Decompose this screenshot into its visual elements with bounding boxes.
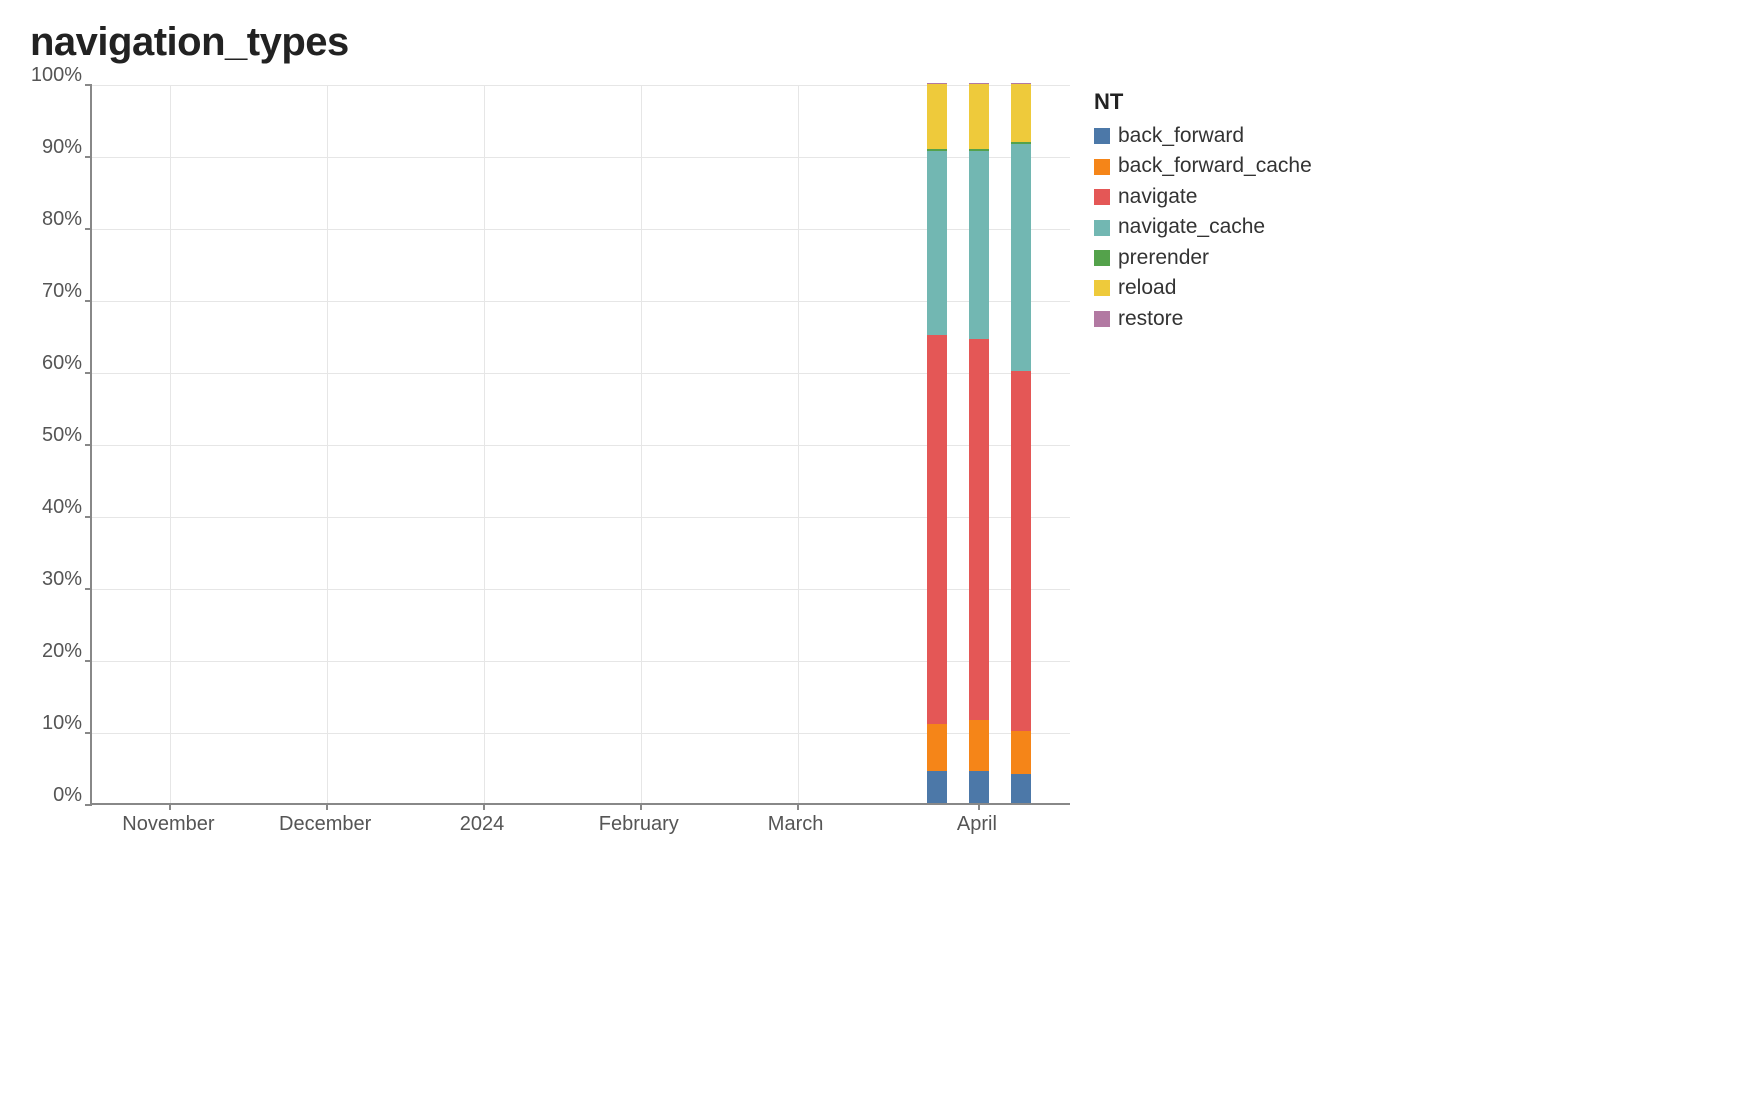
bar-segment-navigate_cache xyxy=(1011,144,1031,371)
stacked-bar xyxy=(969,83,989,803)
bar-segment-reload xyxy=(927,84,947,149)
gridline-horizontal xyxy=(92,517,1070,518)
bar-segment-reload xyxy=(969,84,989,149)
gridline-horizontal xyxy=(92,229,1070,230)
legend-swatch xyxy=(1094,250,1110,266)
bar-segment-navigate_cache xyxy=(927,151,947,335)
legend-swatch xyxy=(1094,311,1110,327)
y-tickmark xyxy=(85,84,92,86)
plot-area xyxy=(90,85,1070,805)
legend-title: NT xyxy=(1094,89,1312,115)
legend-item-prerender: prerender xyxy=(1094,243,1312,273)
y-axis: 100%90%80%70%60%50%40%30%20%10%0% xyxy=(20,85,90,805)
legend-swatch xyxy=(1094,159,1110,175)
gridline-horizontal xyxy=(92,373,1070,374)
x-tickmark xyxy=(483,803,485,810)
bar-segment-navigate xyxy=(969,339,989,721)
stacked-bar xyxy=(927,83,947,803)
y-tickmark xyxy=(85,300,92,302)
legend-item-back_forward_cache: back_forward_cache xyxy=(1094,151,1312,181)
y-tickmark xyxy=(85,804,92,806)
legend-item-restore: restore xyxy=(1094,304,1312,334)
gridline-horizontal xyxy=(92,445,1070,446)
legend-swatch xyxy=(1094,128,1110,144)
legend-item-back_forward: back_forward xyxy=(1094,121,1312,151)
y-tickmark xyxy=(85,228,92,230)
gridline-horizontal xyxy=(92,661,1070,662)
x-tickmark xyxy=(326,803,328,810)
bar-segment-back_forward xyxy=(1011,774,1031,803)
y-tickmark xyxy=(85,444,92,446)
legend-item-reload: reload xyxy=(1094,273,1312,303)
y-tickmark xyxy=(85,732,92,734)
legend-label: prerender xyxy=(1118,243,1209,273)
gridline-horizontal xyxy=(92,85,1070,86)
legend-label: back_forward_cache xyxy=(1118,151,1312,181)
y-tickmark xyxy=(85,516,92,518)
stacked-bar xyxy=(1011,83,1031,803)
gridline-horizontal xyxy=(92,157,1070,158)
gridline-horizontal xyxy=(92,301,1070,302)
x-axis: November December 2024 February March April xyxy=(90,813,1070,843)
gridline-vertical xyxy=(327,85,328,803)
legend: NT back_forwardback_forward_cachenavigat… xyxy=(1094,85,1312,334)
legend-label: back_forward xyxy=(1118,121,1244,151)
y-tickmark xyxy=(85,660,92,662)
x-tick-label: 2024 xyxy=(460,813,505,836)
bar-segment-navigate xyxy=(1011,371,1031,731)
gridline-vertical xyxy=(170,85,171,803)
chart-container: navigation_types 100%90%80%70%60%50%40%3… xyxy=(20,20,1420,843)
chart-title: navigation_types xyxy=(30,20,1420,65)
legend-label: navigate_cache xyxy=(1118,212,1265,242)
chart-body: 100%90%80%70%60%50%40%30%20%10%0% Novemb… xyxy=(20,85,1420,843)
gridline-vertical xyxy=(484,85,485,803)
gridline-vertical xyxy=(641,85,642,803)
bar-segment-back_forward xyxy=(969,771,989,803)
bar-segment-navigate xyxy=(927,335,947,724)
legend-item-navigate: navigate xyxy=(1094,182,1312,212)
x-tick-label: April xyxy=(957,813,997,836)
bar-segment-back_forward xyxy=(927,771,947,803)
bar-segment-back_forward_cache xyxy=(1011,731,1031,774)
y-tickmark xyxy=(85,156,92,158)
gridline-vertical xyxy=(798,85,799,803)
gridline-horizontal xyxy=(92,733,1070,734)
x-tickmark xyxy=(978,803,980,810)
x-tickmark xyxy=(169,803,171,810)
bar-segment-navigate_cache xyxy=(969,151,989,338)
bar-segment-back_forward_cache xyxy=(969,720,989,770)
legend-swatch xyxy=(1094,280,1110,296)
legend-swatch xyxy=(1094,220,1110,236)
x-tick-label: March xyxy=(768,813,824,836)
y-tickmark xyxy=(85,372,92,374)
legend-item-navigate_cache: navigate_cache xyxy=(1094,212,1312,242)
legend-items: back_forwardback_forward_cachenavigatena… xyxy=(1094,121,1312,334)
x-tickmark xyxy=(640,803,642,810)
x-tick-label: November xyxy=(122,813,214,836)
x-tick-label: December xyxy=(279,813,371,836)
plot-column: November December 2024 February March April xyxy=(90,85,1070,843)
legend-label: reload xyxy=(1118,273,1176,303)
bar-segment-reload xyxy=(1011,84,1031,142)
legend-swatch xyxy=(1094,189,1110,205)
x-tickmark xyxy=(797,803,799,810)
bar-segment-back_forward_cache xyxy=(927,724,947,771)
y-tickmark xyxy=(85,588,92,590)
x-tick-label: February xyxy=(599,813,679,836)
legend-label: navigate xyxy=(1118,182,1197,212)
legend-label: restore xyxy=(1118,304,1183,334)
gridline-horizontal xyxy=(92,589,1070,590)
